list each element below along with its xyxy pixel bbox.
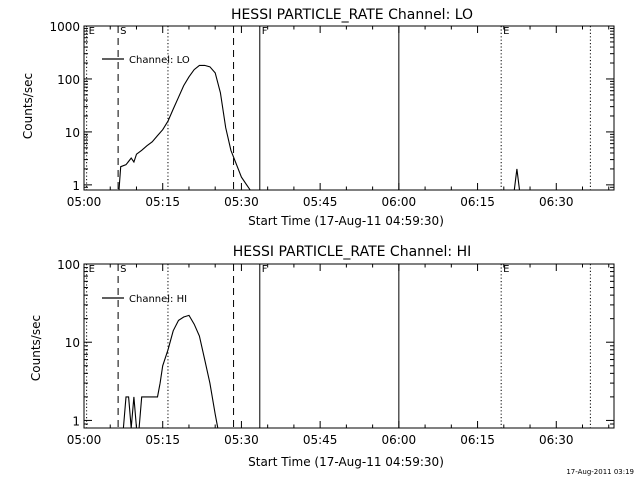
- x-tick-label: 05:15: [145, 195, 180, 209]
- generation-timestamp: 17-Aug-2011 03:19: [566, 468, 634, 476]
- x-axis-title: Start Time (17-Aug-11 04:59:30): [248, 455, 444, 469]
- panel-channel-lo: HESSI PARTICLE_RATE Channel: LO Counts/s…: [21, 7, 615, 228]
- legend-label: Channel: LO: [129, 55, 190, 66]
- event-marker-label: S: [120, 264, 126, 275]
- event-marker-label: S: [120, 26, 126, 37]
- panel-title: HESSI PARTICLE_RATE Channel: LO: [231, 7, 473, 23]
- x-tick-label: 06:00: [382, 195, 417, 209]
- legend-label: Channel: HI: [129, 294, 187, 305]
- y-tick-label: 10: [65, 336, 80, 350]
- panel-title: HESSI PARTICLE_RATE Channel: HI: [233, 244, 471, 260]
- x-axis-title: Start Time (17-Aug-11 04:59:30): [248, 214, 444, 228]
- y-tick-label: 10: [65, 126, 80, 140]
- y-tick-label: 1: [72, 179, 80, 193]
- event-marker-label: E: [503, 26, 509, 37]
- x-tick-label: 06:15: [460, 195, 495, 209]
- x-tick-label: 05:00: [67, 195, 102, 209]
- event-marker-label: F: [262, 26, 268, 37]
- event-marker-label: E: [89, 264, 95, 275]
- x-tick-label: 05:30: [224, 433, 259, 447]
- y-tick-label: 100: [57, 258, 80, 272]
- y-tick-label: 100: [57, 73, 80, 87]
- y-tick-label: 1000: [49, 20, 80, 34]
- x-tick-label: 06:30: [539, 433, 574, 447]
- y-tick-label: 1: [72, 414, 80, 428]
- y-axis-title: Counts/sec: [21, 73, 35, 139]
- x-tick-label: 06:30: [539, 195, 574, 209]
- y-axis-title: Counts/sec: [29, 315, 43, 381]
- x-tick-label: 05:45: [303, 433, 338, 447]
- event-marker-label: F: [262, 264, 268, 275]
- x-tick-label: 06:00: [382, 433, 417, 447]
- x-tick-label: 05:45: [303, 195, 338, 209]
- plot-frame: [83, 25, 615, 191]
- plot-frame: [83, 263, 615, 429]
- series-line: [118, 64, 521, 191]
- event-marker-label: E: [503, 264, 509, 275]
- x-tick-label: 05:00: [67, 433, 102, 447]
- x-tick-label: 05:30: [224, 195, 259, 209]
- series-line: [123, 315, 220, 428]
- event-marker-label: E: [89, 26, 95, 37]
- x-tick-label: 06:15: [460, 433, 495, 447]
- x-tick-label: 05:15: [145, 433, 180, 447]
- panel-channel-hi: HESSI PARTICLE_RATE Channel: HI Counts/s…: [29, 244, 615, 469]
